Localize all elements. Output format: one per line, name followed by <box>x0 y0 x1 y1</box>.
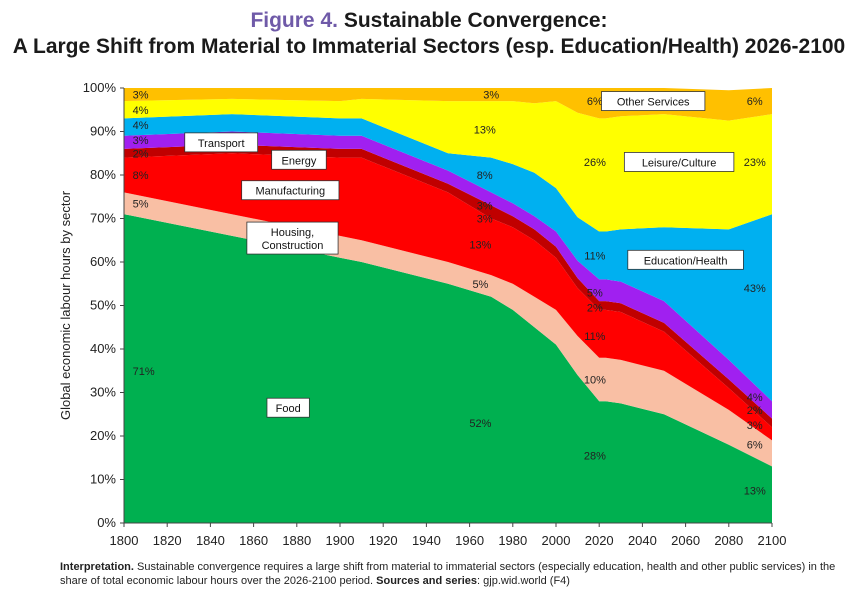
value-label: 13% <box>744 485 766 497</box>
title-line-2: A Large Shift from Material to Immateria… <box>12 35 846 58</box>
x-tick-label: 2020 <box>585 533 614 548</box>
value-label: 2% <box>133 148 149 160</box>
value-label: 71% <box>133 366 155 378</box>
title-line-1: Sustainable Convergence: <box>343 9 608 32</box>
y-tick-label: 90% <box>90 124 116 139</box>
series-label-leisure-culture: Leisure/Culture <box>623 152 735 172</box>
value-label: 11% <box>584 331 605 343</box>
y-tick-label: 10% <box>90 472 116 487</box>
svg-text:Other Services: Other Services <box>617 97 690 109</box>
x-tick-label: 2040 <box>628 533 657 548</box>
sources-label: Sources and series <box>376 575 478 587</box>
sources-text: : gjp.wid.world (F4) <box>477 575 570 587</box>
y-tick-label: 100% <box>83 80 117 95</box>
axes: 0% 10% 20% 30% 40% 50% 60% 70% 80% 90% 100% 1800 182… <box>58 80 786 548</box>
y-tick-label: 30% <box>90 385 116 400</box>
area-layers <box>124 88 772 523</box>
x-tick-label: 1840 <box>196 533 225 548</box>
x-tick-label: 1800 <box>110 533 139 548</box>
area-manufacturing <box>124 153 772 441</box>
value-label: 3% <box>133 90 149 102</box>
value-label: 8% <box>477 170 493 182</box>
x-tick-label: 2100 <box>758 533 787 548</box>
y-tick-label: 0% <box>97 515 116 530</box>
x-tick-label: 1960 <box>455 533 484 548</box>
series-label-education-health: Education/Health <box>627 249 744 270</box>
series-label-manufacturing: Manufacturing <box>241 180 340 201</box>
svg-text:Leisure/Culture: Leisure/Culture <box>642 157 717 169</box>
value-label: 3% <box>747 420 763 432</box>
area-housing-construction <box>124 192 772 467</box>
value-label: 23% <box>744 157 766 169</box>
x-tick-label: 1920 <box>369 533 398 548</box>
x-tick-label: 1980 <box>498 533 527 548</box>
value-label: 2% <box>747 405 763 417</box>
interpretation-label: Interpretation. <box>60 561 134 573</box>
area-leisure-culture <box>124 98 772 232</box>
value-label: 26% <box>584 157 606 169</box>
svg-text:Housing,: Housing, <box>271 227 314 239</box>
x-tick-label: 1900 <box>326 533 355 548</box>
x-tick-label: 1880 <box>282 533 311 548</box>
value-label: 6% <box>747 96 763 108</box>
value-label: 6% <box>587 96 603 108</box>
x-tick-label: 1860 <box>239 533 268 548</box>
series-label-housing-construction: Housing,Construction <box>246 221 339 255</box>
value-label: 5% <box>472 279 488 291</box>
value-label: 6% <box>747 440 763 452</box>
svg-text:Food: Food <box>276 403 301 415</box>
chart-footer: Interpretation. Sustainable convergence … <box>60 560 840 588</box>
y-tick-label: 20% <box>90 428 116 443</box>
value-label: 4% <box>133 105 149 117</box>
value-label: 8% <box>133 170 149 182</box>
value-label: 13% <box>474 124 496 136</box>
area-food <box>124 214 772 523</box>
svg-text:Construction: Construction <box>262 240 324 252</box>
value-label: 5% <box>587 287 603 299</box>
value-label: 3% <box>477 200 493 212</box>
y-axis-label: Global economic labour hours by sector <box>58 190 73 420</box>
value-label: 5% <box>133 198 149 210</box>
x-tick-label: 2080 <box>714 533 743 548</box>
value-label: 3% <box>477 214 493 226</box>
value-labels: 71%5%8%2%3%4%4%3%52%5%13%3%3%8%13%3%28%1… <box>133 90 766 498</box>
y-tick-label: 70% <box>90 211 116 226</box>
series-label-transport: Transport <box>184 132 259 153</box>
value-label: 52% <box>469 418 491 430</box>
svg-text:Transport: Transport <box>198 138 245 150</box>
svg-text:Education/Health: Education/Health <box>644 255 728 267</box>
series-label-food: Food <box>266 397 310 418</box>
value-label: 10% <box>584 374 606 386</box>
x-tick-label: 2060 <box>671 533 700 548</box>
svg-text:Energy: Energy <box>282 155 317 167</box>
x-tick-label: 1820 <box>153 533 182 548</box>
value-label: 43% <box>744 283 766 295</box>
interpretation-text: Sustainable convergence requires a large… <box>60 561 836 587</box>
svg-text:Manufacturing: Manufacturing <box>255 186 325 198</box>
value-label: 3% <box>483 90 499 102</box>
series-label-other-services: Other Services <box>601 91 706 111</box>
value-label: 28% <box>584 451 606 463</box>
chart-title: Figure 4. Sustainable Convergence: A Lar… <box>0 8 858 60</box>
stacked-area-chart: 0% 10% 20% 30% 40% 50% 60% 70% 80% 90% 100% 1800 182… <box>58 80 786 548</box>
figure-number: Figure 4. <box>250 9 338 32</box>
value-label: 2% <box>587 303 603 315</box>
value-label: 13% <box>469 240 491 252</box>
y-tick-label: 50% <box>90 298 116 313</box>
series-label-energy: Energy <box>271 149 327 170</box>
value-label: 4% <box>133 120 149 132</box>
x-tick-label: 2000 <box>542 533 571 548</box>
y-tick-label: 40% <box>90 341 116 356</box>
value-label: 3% <box>133 135 149 147</box>
value-label: 11% <box>584 250 605 262</box>
y-tick-label: 60% <box>90 254 116 269</box>
y-tick-label: 80% <box>90 167 116 182</box>
x-tick-label: 1940 <box>412 533 441 548</box>
series-labels: Other Services Transport Energy Manufacturi… <box>184 91 744 418</box>
value-label: 4% <box>747 392 763 404</box>
